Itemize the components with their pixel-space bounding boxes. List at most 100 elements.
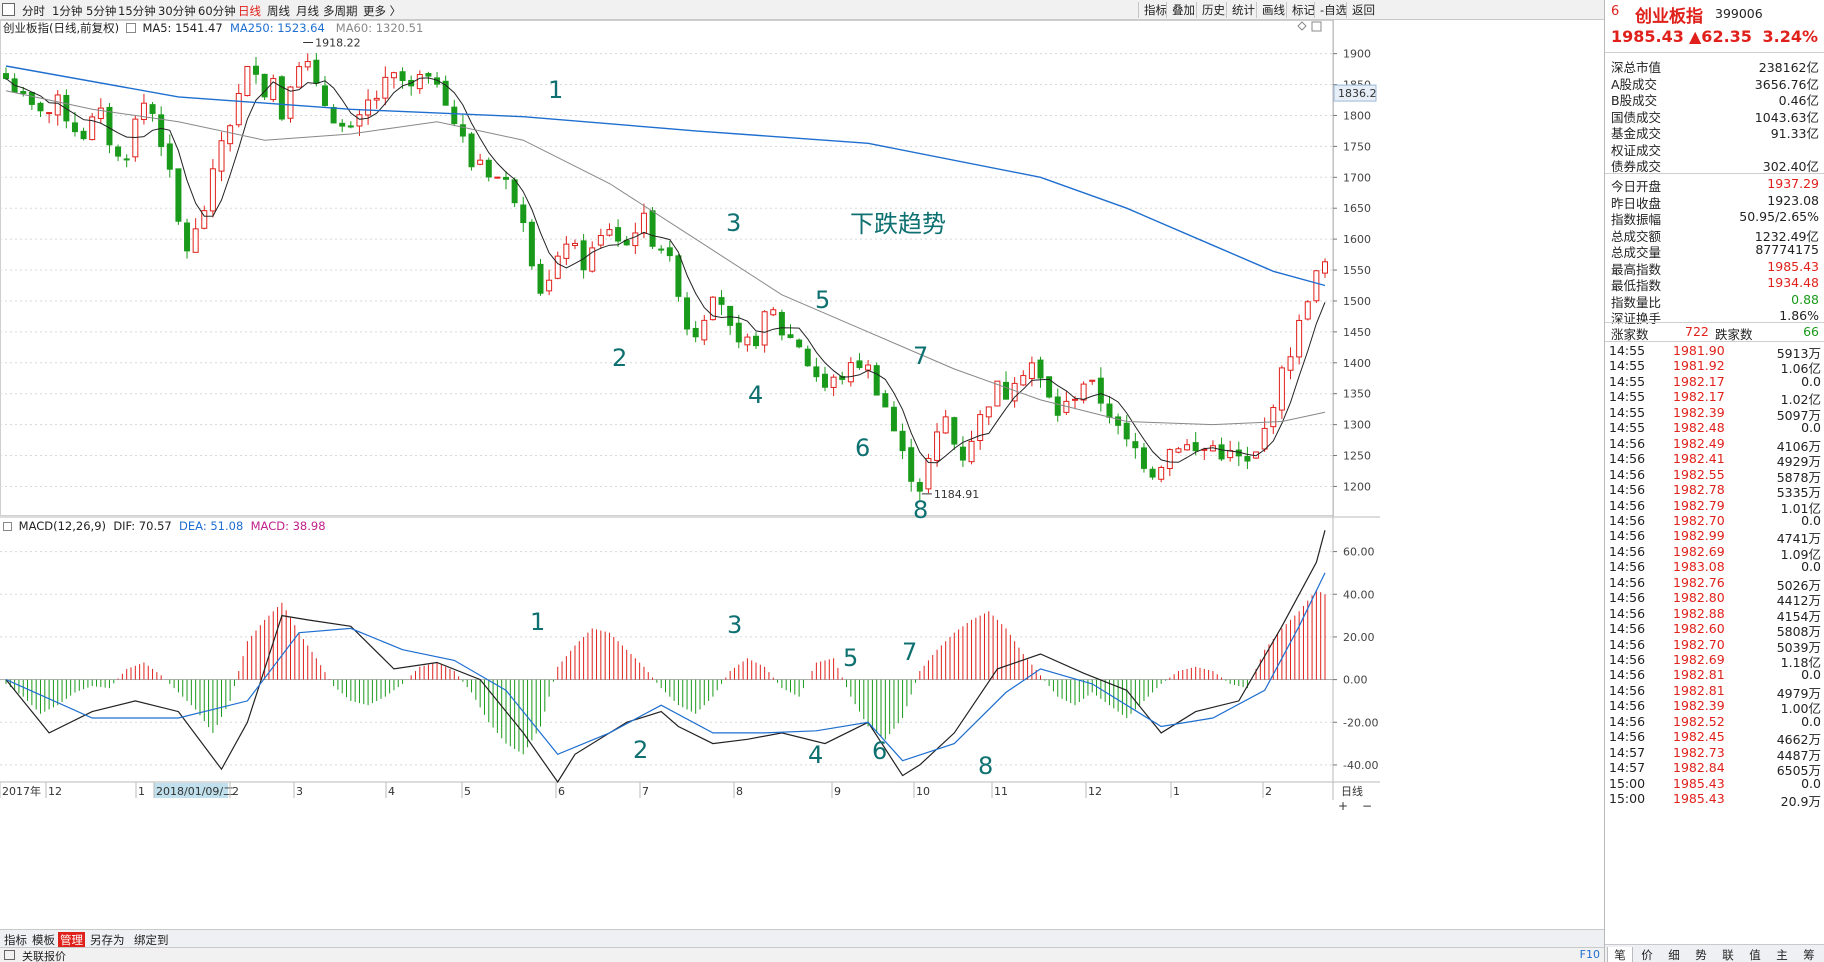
candle-body — [209, 168, 216, 212]
candle-body — [692, 327, 699, 338]
candle-body — [339, 122, 346, 127]
tool-button-6[interactable]: -自选 — [1314, 2, 1347, 18]
candle-body — [184, 222, 191, 252]
bottom-tab-3[interactable]: 另存为 — [90, 933, 125, 947]
tick-price: 1982.55 — [1673, 466, 1725, 482]
tick-time: 15:00 — [1609, 791, 1646, 807]
tool-button-3[interactable]: 统计 — [1226, 2, 1255, 18]
status-text[interactable]: 关联报价 — [22, 950, 66, 962]
candle-body — [511, 179, 518, 204]
timeframe-tab-8[interactable]: 月线 — [296, 4, 319, 18]
stat-value: 1937.29 — [1767, 176, 1819, 191]
tick-time: 14:56 — [1609, 667, 1646, 683]
collapse-icon[interactable] — [3, 522, 12, 531]
tool-button-1[interactable]: 叠加 — [1166, 2, 1195, 18]
tool-button-0[interactable]: 指标 — [1138, 2, 1167, 18]
price-wave-label: 3 — [726, 209, 741, 237]
panel-icon[interactable] — [4, 950, 15, 960]
stat-label: A股成交 — [1611, 76, 1658, 92]
tick-price: 1981.92 — [1673, 358, 1725, 374]
date-tick-label: 1 — [138, 785, 145, 798]
candle-body — [1149, 468, 1156, 478]
tick-volume: 0.0 — [1801, 713, 1821, 729]
timeframe-tab-6[interactable]: 日线 — [238, 4, 261, 18]
quote-code: 399006 — [1715, 6, 1763, 21]
tick-row: 14:55 1981.90 5913万 — [1609, 342, 1821, 361]
bottom-tab-4[interactable]: 绑定到 — [134, 933, 169, 947]
candle-body — [571, 242, 578, 247]
bottom-tab-0[interactable]: 指标 — [4, 933, 27, 947]
current-price-box — [1333, 84, 1377, 102]
index-stat-row: 指数量比 0.88 — [1611, 290, 1819, 310]
tick-time: 14:56 — [1609, 512, 1646, 528]
quote-tab-6[interactable]: 主 — [1776, 948, 1788, 962]
tick-price: 1982.17 — [1673, 373, 1725, 389]
candle-body — [1037, 359, 1044, 379]
candle-body — [1115, 416, 1122, 426]
quote-tab-1[interactable]: 价 — [1641, 948, 1653, 962]
timeframe-tab-4[interactable]: 30分钟 — [158, 4, 196, 18]
bottom-tab-1[interactable]: 模板 — [32, 933, 55, 947]
tool-button-7[interactable]: 返回 — [1346, 2, 1375, 18]
zoom-in-icon[interactable]: + — [1338, 799, 1348, 813]
date-tick-label: 2018/01/09/二 — [156, 785, 234, 798]
quote-tab-4[interactable]: 联 — [1722, 948, 1734, 962]
candle-body — [321, 85, 328, 107]
tick-volume: 20.9万 — [1780, 794, 1821, 810]
tick-volume: 4106万 — [1776, 438, 1821, 454]
tick-time: 14:56 — [1609, 636, 1646, 652]
bottom-tab-2[interactable]: 管理 — [58, 932, 85, 948]
tool-button-4[interactable]: 画线 — [1256, 2, 1285, 18]
date-tick-label: 1 — [1173, 785, 1180, 798]
candle-body — [847, 362, 854, 383]
candle-body — [1089, 379, 1096, 382]
quote-pct: 3.24% — [1762, 27, 1818, 46]
quote-tab-5[interactable]: 值 — [1749, 948, 1761, 962]
price-tick-label: 1300 — [1343, 419, 1371, 432]
timeframe-tab-3[interactable]: 15分钟 — [118, 4, 156, 18]
tick-price: 1982.49 — [1673, 435, 1725, 451]
quote-price: 1985.43 — [1611, 27, 1684, 46]
candle-body — [89, 116, 96, 141]
tool-button-2[interactable]: 历史 — [1196, 2, 1225, 18]
date-tick-label: 6 — [558, 785, 565, 798]
quote-tab-2[interactable]: 细 — [1668, 948, 1680, 962]
tick-time: 14:55 — [1609, 373, 1646, 389]
quote-tab-7[interactable]: 筹 — [1803, 948, 1815, 962]
timeframe-tab-1[interactable]: 1分钟 — [52, 4, 83, 18]
tick-time: 14:56 — [1609, 435, 1646, 451]
tool-button-5[interactable]: 标记 — [1286, 2, 1315, 18]
tick-time: 14:55 — [1609, 420, 1646, 436]
maximize-icon[interactable] — [1311, 21, 1322, 32]
candle-body — [140, 102, 147, 120]
timeframe-tab-10[interactable]: 更多 〉 — [363, 4, 402, 18]
price-wave-label: 4 — [748, 381, 763, 409]
tick-price: 1982.41 — [1673, 451, 1725, 467]
window-icon[interactable] — [2, 3, 15, 16]
candle-body — [1296, 319, 1303, 358]
quote-panel: 6 创业板指 399006 1985.43 ▲62.35 3.24% 深总市值 2… — [1604, 0, 1824, 962]
timeframe-tab-2[interactable]: 5分钟 — [86, 4, 117, 18]
kline-chart[interactable]: 1900185018001750170016501600155015001450… — [0, 20, 1380, 929]
settings-icon[interactable] — [125, 23, 136, 33]
diamond-icon[interactable] — [1297, 21, 1307, 31]
index-stat-row: 今日开盘 1937.29 — [1611, 174, 1819, 194]
timeframe-tab-7[interactable]: 周线 — [267, 4, 290, 18]
breadth-row: 涨家数 722 跌家数 66 — [1611, 322, 1819, 342]
macd-value: MACD: 38.98 — [250, 519, 326, 533]
tick-row: 14:56 1982.70 5039万 — [1609, 636, 1821, 655]
macd-tick-label: -40.00 — [1343, 759, 1378, 772]
period-label: 日线 — [1341, 784, 1363, 798]
tick-price: 1982.99 — [1673, 528, 1725, 544]
timeframe-tab-9[interactable]: 多周期 — [323, 4, 358, 18]
quote-tab-3[interactable]: 势 — [1695, 948, 1707, 962]
f10-key[interactable]: F10 — [1579, 948, 1600, 961]
stat-value: 50.95/2.65% — [1739, 209, 1819, 224]
candle-body — [1097, 377, 1104, 404]
candle-body — [977, 414, 984, 442]
zoom-out-icon[interactable]: − — [1362, 799, 1372, 813]
quote-tab-0[interactable]: 笔 — [1607, 947, 1633, 962]
timeframe-tab-0[interactable]: 分时 — [22, 4, 45, 18]
candle-body — [528, 221, 535, 267]
timeframe-tab-5[interactable]: 60分钟 — [198, 4, 236, 18]
